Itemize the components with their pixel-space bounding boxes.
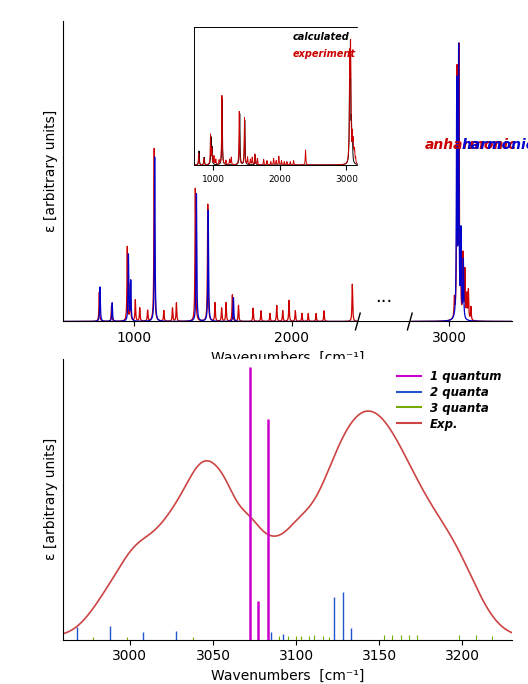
Y-axis label: ε [arbitrary units]: ε [arbitrary units] [44,438,58,560]
Legend: 1 quantum, 2 quanta, 3 quanta, Exp.: 1 quantum, 2 quanta, 3 quanta, Exp. [392,365,506,435]
Bar [358,21,410,321]
Text: anharmonic: anharmonic [425,137,516,152]
Y-axis label: ε [arbitrary units]: ε [arbitrary units] [44,110,58,232]
X-axis label: Wavenumbers  [cm⁻¹]: Wavenumbers [cm⁻¹] [211,351,364,365]
Text: harmonic: harmonic [461,137,528,152]
Text: ...: ... [375,288,392,306]
X-axis label: Wavenumbers  [cm⁻¹]: Wavenumbers [cm⁻¹] [211,669,364,683]
